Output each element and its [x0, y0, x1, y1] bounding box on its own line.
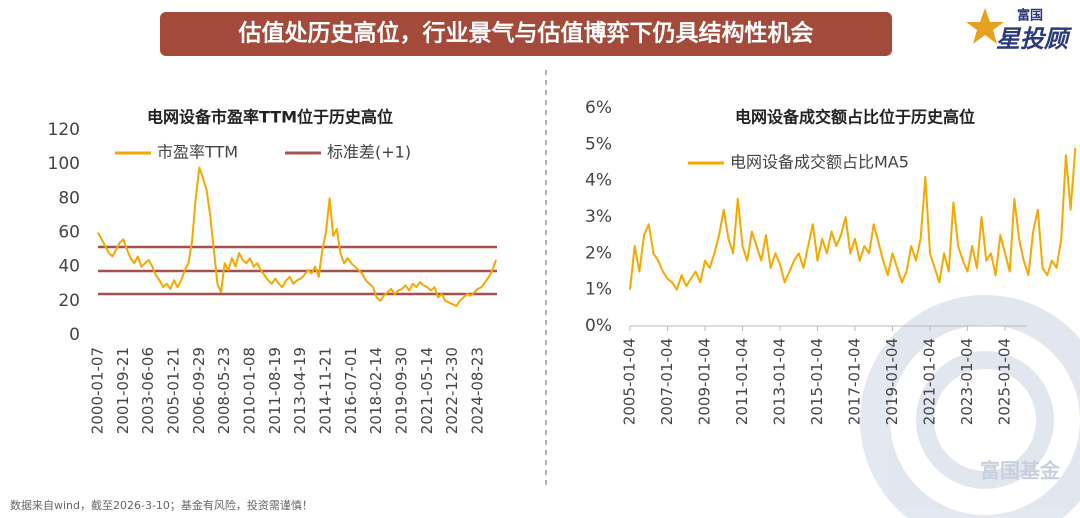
- x-tick-label: 2021-01-04: [921, 338, 939, 425]
- x-tick-label: 2019-09-30: [392, 347, 410, 434]
- legend-label: 电网设备成交额占比MA5: [730, 153, 909, 172]
- y-tick-label: 40: [58, 257, 80, 277]
- x-tick-label: 2008-05-23: [215, 347, 233, 434]
- y-tick-label: 60: [58, 223, 80, 243]
- watermark: 富国基金: [980, 459, 1061, 483]
- chart-title: 电网设备成交额占比位于历史高位: [735, 108, 975, 127]
- logo-main: 星投顾: [996, 25, 1073, 53]
- legend-label: 市盈率TTM: [157, 143, 238, 162]
- x-tick-label: 2005-01-04: [621, 338, 639, 425]
- x-tick-label: 2015-01-04: [808, 338, 826, 425]
- chart-title: 电网设备市盈率TTM位于历史高位: [147, 108, 393, 127]
- x-tick-label: 2005-01-21: [164, 347, 182, 434]
- x-tick-label: 2018-02-14: [367, 347, 385, 434]
- x-tick-label: 2019-01-04: [883, 338, 901, 425]
- x-tick-label: 2011-08-19: [266, 347, 284, 434]
- y-tick-label: 5%: [585, 134, 612, 154]
- y-tick-label: 100: [48, 154, 80, 174]
- x-tick-label: 2024-08-23: [468, 347, 486, 434]
- data-line: [97, 166, 497, 307]
- y-tick-label: 0: [69, 325, 80, 345]
- legend-label: 标准差(+1): [327, 143, 411, 162]
- y-tick-label: 120: [48, 120, 80, 140]
- y-tick-label: 1%: [585, 280, 612, 300]
- x-tick-label: 2017-01-04: [846, 338, 864, 425]
- slide-title: 估值处历史高位，行业景气与估值博弈下仍具结构性机会: [238, 20, 814, 47]
- x-tick-label: 2000-01-07: [89, 347, 107, 434]
- x-tick-label: 2016-07-01: [342, 347, 360, 434]
- y-tick-label: 80: [58, 188, 80, 208]
- y-tick-label: 6%: [585, 98, 612, 118]
- x-tick-label: 2013-04-19: [291, 347, 309, 434]
- x-tick-label: 2003-06-06: [139, 347, 157, 434]
- y-tick-label: 4%: [585, 171, 612, 191]
- y-tick-label: 3%: [585, 207, 612, 227]
- x-tick-label: 2023-01-04: [958, 338, 976, 425]
- logo-star: [966, 8, 1004, 44]
- title-banner: [160, 12, 892, 56]
- y-tick-label: 20: [58, 291, 80, 311]
- data-line: [629, 147, 1077, 291]
- x-tick-label: 2013-01-04: [771, 338, 789, 425]
- x-tick-label: 2010-01-08: [240, 347, 258, 434]
- logo-top: 富国: [1017, 8, 1043, 24]
- y-tick-label: 2%: [585, 243, 612, 263]
- footer: 数据来自wind，截至2026-3-10；基金有风险，投资需谨慎！: [10, 498, 313, 512]
- x-tick-label: 2006-09-29: [190, 347, 208, 434]
- x-tick-label: 2001-09-21: [114, 347, 132, 434]
- y-tick-label: 0%: [585, 316, 612, 336]
- x-tick-label: 2007-01-04: [658, 338, 676, 425]
- x-tick-label: 2021-05-14: [418, 347, 436, 434]
- watermark-logo: [860, 295, 1080, 518]
- x-tick-label: 2014-11-21: [316, 347, 334, 434]
- x-tick-label: 2011-01-04: [733, 338, 751, 425]
- x-tick-label: 2025-01-04: [996, 338, 1014, 425]
- x-tick-label: 2009-01-04: [696, 338, 714, 425]
- x-tick-label: 2022-12-30: [443, 347, 461, 434]
